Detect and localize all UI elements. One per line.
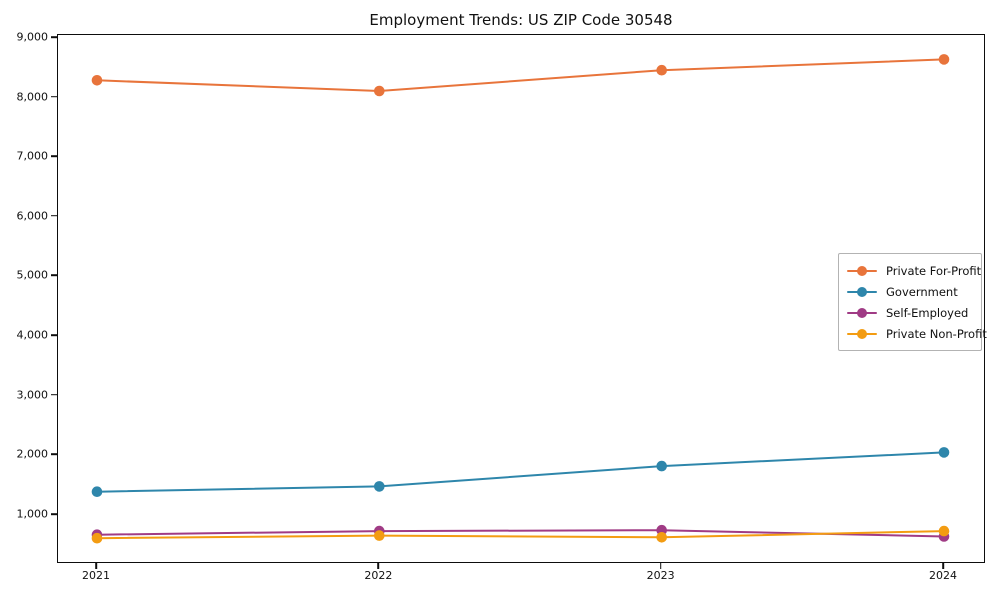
legend-item: Self-Employed bbox=[847, 302, 973, 323]
legend-label: Private For-Profit bbox=[886, 263, 982, 278]
x-tick-mark bbox=[377, 563, 380, 569]
data-point-marker bbox=[374, 481, 385, 492]
x-tick-label: 2023 bbox=[646, 569, 675, 582]
series-line-1 bbox=[96, 451, 945, 493]
data-point-marker bbox=[656, 532, 667, 543]
legend-line-marker-icon bbox=[847, 265, 877, 277]
legend-item: Private For-Profit bbox=[847, 260, 981, 281]
y-tick-label: 2,000 bbox=[16, 447, 49, 461]
y-tick-mark bbox=[51, 215, 57, 217]
x-tick-mark bbox=[659, 563, 662, 569]
chart-title: Employment Trends: US ZIP Code 30548 bbox=[369, 11, 673, 29]
y-tick-label: 4,000 bbox=[16, 328, 49, 342]
legend-item: Private Non-Profit bbox=[847, 323, 987, 344]
data-point-marker bbox=[374, 530, 385, 541]
legend-item: Government bbox=[847, 281, 973, 302]
y-tick-label: 7,000 bbox=[16, 149, 49, 163]
data-point-marker bbox=[91, 75, 103, 86]
y-tick-mark bbox=[51, 95, 57, 98]
series-line-3 bbox=[96, 530, 945, 540]
data-point-marker bbox=[656, 64, 667, 76]
legend-line-marker-icon bbox=[847, 328, 877, 340]
y-tick-mark bbox=[51, 393, 57, 396]
x-tick-label: 2024 bbox=[929, 569, 957, 582]
y-tick-mark bbox=[51, 274, 57, 277]
x-tick-mark bbox=[95, 563, 97, 569]
y-tick-label: 5,000 bbox=[16, 268, 49, 282]
y-tick-label: 8,000 bbox=[16, 90, 49, 104]
series-line-0 bbox=[96, 58, 945, 93]
data-point-marker bbox=[374, 85, 385, 97]
plot-area bbox=[57, 34, 985, 563]
y-tick-label: 1,000 bbox=[16, 507, 49, 521]
x-tick-label: 2021 bbox=[82, 569, 110, 582]
data-point-marker bbox=[91, 486, 103, 498]
data-point-marker bbox=[656, 460, 667, 472]
data-point-marker bbox=[938, 525, 950, 537]
legend: Private For-Profit Government Self-Employe… bbox=[838, 253, 987, 351]
legend-label: Self-Employed bbox=[886, 305, 969, 320]
y-tick-mark bbox=[51, 334, 57, 336]
data-point-marker bbox=[938, 54, 950, 65]
data-point-marker bbox=[938, 447, 950, 458]
y-tick-label: 3,000 bbox=[16, 388, 49, 402]
y-tick-label: 6,000 bbox=[16, 209, 49, 223]
line-series-canvas bbox=[91, 54, 950, 544]
x-tick-label: 2022 bbox=[364, 569, 393, 582]
y-tick-mark bbox=[51, 155, 57, 158]
x-tick-mark bbox=[942, 563, 944, 569]
legend-line-marker-icon bbox=[847, 307, 877, 319]
y-tick-mark bbox=[51, 513, 57, 515]
y-tick-mark bbox=[51, 453, 57, 456]
legend-label: Government bbox=[886, 284, 958, 299]
y-tick-label: 9,000 bbox=[16, 30, 49, 44]
y-tick-mark bbox=[51, 36, 57, 38]
legend-line-marker-icon bbox=[847, 286, 877, 298]
legend-label: Private Non-Profit bbox=[886, 326, 987, 341]
data-point-marker bbox=[91, 532, 103, 544]
